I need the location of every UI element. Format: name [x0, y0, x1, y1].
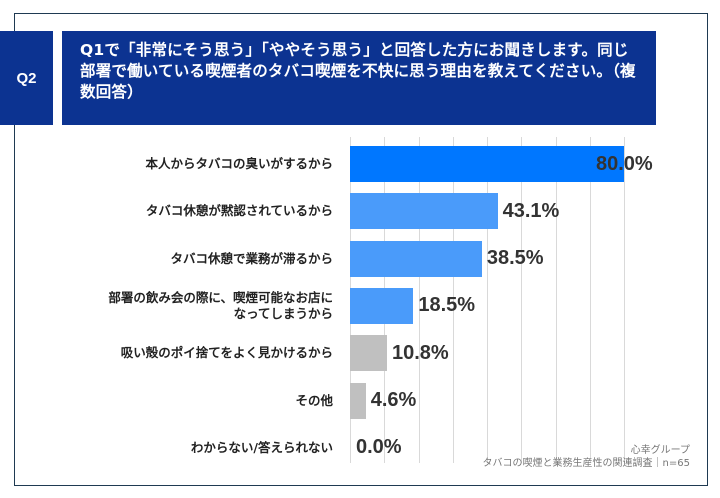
bar: [350, 382, 366, 419]
question-title: Q1で「非常にそう思う」「ややそう思う」と回答した方にお聞きします。同じ部署で働…: [62, 31, 656, 125]
bar: [350, 146, 624, 182]
gridline: [624, 137, 625, 463]
category-label-line: 部署の飲み会の際に、喫煙可能なお店に: [108, 289, 333, 305]
gridline: [555, 137, 557, 463]
bar-row: 本人からタバコの臭いがするから 80.0%: [0, 146, 720, 182]
source-survey: タバコの喫煙と業務生産性の関連調査｜n=65: [482, 458, 690, 469]
value-label: 4.6%: [370, 389, 417, 411]
category-label: タバコ休憩で業務が滞るから: [33, 241, 333, 277]
gridline: [452, 137, 454, 463]
gridline: [487, 137, 488, 463]
source-note: 心幸グループ タバコの喫煙と業務生産性の関連調査｜n=65: [483, 444, 690, 470]
category-label-line: その他: [295, 392, 333, 408]
gridline: [521, 137, 523, 463]
bar: [350, 193, 498, 230]
category-label: わからない/答えられない: [33, 430, 333, 466]
bar: [350, 287, 414, 324]
category-label-line: わからない/答えられない: [190, 439, 333, 455]
question-number-badge: Q2: [0, 31, 53, 125]
gridline: [589, 137, 591, 463]
value-label: 0.0%: [356, 436, 402, 459]
bar-row: 部署の飲み会の際に、喫煙可能なお店に なってしまうから 18.5%: [0, 287, 720, 324]
category-label: その他: [33, 383, 333, 419]
category-label: タバコ休憩が黙認されているから: [33, 193, 333, 229]
category-label-line: なってしまうから: [233, 305, 333, 321]
category-label: 吸い殻のポイ捨てをよく見かけるから: [33, 335, 333, 371]
value-label: 43.1%: [502, 199, 560, 222]
source-organization: 心幸グループ: [630, 445, 690, 456]
category-label-line: タバコ休憩が黙認されているから: [145, 203, 333, 219]
value-label: 80.0%: [596, 152, 653, 175]
value-label: 18.5%: [418, 294, 476, 317]
value-label: 38.5%: [486, 247, 544, 270]
bar-row: その他 4.6%: [0, 382, 720, 419]
category-label-line: タバコ休憩で業務が滞るから: [170, 250, 333, 266]
category-label-line: 本人からタバコの臭いがするから: [145, 156, 333, 171]
category-label: 部署の飲み会の際に、喫煙可能なお店に なってしまうから: [33, 288, 333, 324]
bar-row: タバコ休憩が黙認されているから 43.1%: [0, 193, 720, 230]
bar-row: わからない/答えられない 0.0%: [0, 430, 720, 466]
gridline: [418, 137, 420, 463]
category-label: 本人からタバコの臭いがするから: [33, 146, 333, 182]
value-label: 10.8%: [391, 341, 449, 364]
bar: [350, 240, 482, 277]
bar: [350, 335, 387, 372]
bar-row: タバコ休憩で業務が滞るから 38.5%: [0, 240, 720, 277]
category-label-line: 吸い殻のポイ捨てをよく見かけるから: [120, 345, 333, 361]
bar-row: 吸い殻のポイ捨てをよく見かけるから 10.8%: [0, 335, 720, 372]
